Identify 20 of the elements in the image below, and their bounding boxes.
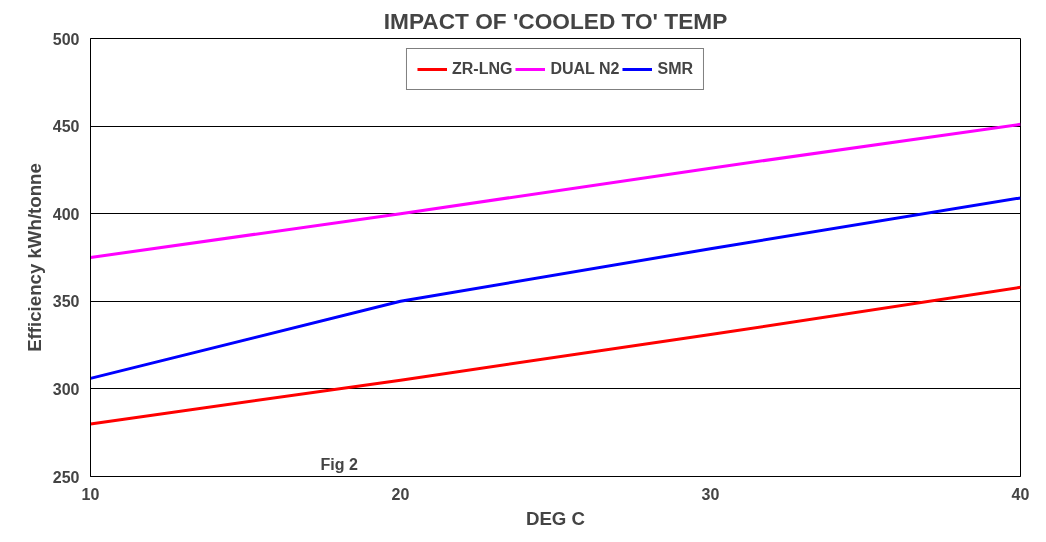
x-tick-label: 40: [1011, 485, 1030, 503]
chart-title: IMPACT OF 'COOLED TO' TEMP: [383, 7, 728, 34]
annotation: Fig 2: [320, 455, 358, 473]
line-series: [90, 285, 1021, 426]
y-axis-title: Efficiency kWh/tonne: [23, 163, 45, 352]
legend-label: SMR: [657, 60, 694, 78]
x-tick-label: 20: [391, 485, 410, 503]
x-tick-label: 30: [701, 485, 720, 503]
y-tick-label: 300: [52, 380, 80, 398]
line-series: [90, 196, 1021, 380]
x-tick-label: 10: [81, 485, 100, 503]
y-tick-label: 350: [52, 293, 80, 311]
y-tick-label: 450: [52, 118, 80, 136]
y-tick-label: 500: [52, 30, 80, 48]
y-tick-label: 250: [52, 468, 80, 486]
line-series: [90, 122, 1021, 259]
legend-label: ZR-LNG: [451, 60, 513, 78]
legend-label: DUAL N2: [550, 60, 620, 78]
y-tick-label: 400: [52, 205, 80, 223]
x-axis-title: DEG C: [525, 507, 586, 529]
